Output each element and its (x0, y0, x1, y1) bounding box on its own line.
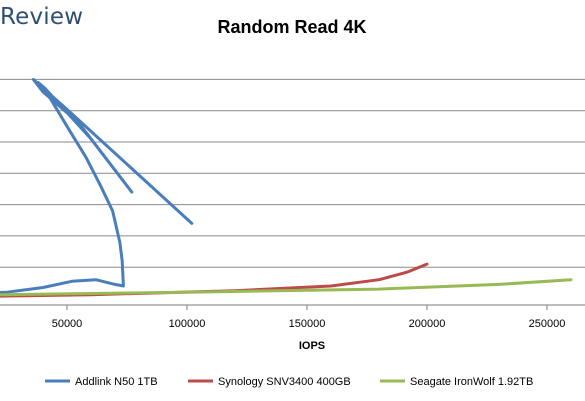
x-tick-label: 250000 (529, 318, 566, 330)
x-tick-label: 100000 (169, 318, 206, 330)
x-tick-labels: 50000 100000 150000 200000 250000 (52, 305, 566, 330)
series-line (0, 278, 573, 297)
x-tick-label: 200000 (409, 318, 446, 330)
chart-title: Random Read 4K (217, 17, 366, 37)
site-brand-logo: Review (0, 4, 84, 30)
legend-label: Seagate IronWolf 1.92TB (410, 376, 533, 388)
x-tick-label: 150000 (289, 318, 326, 330)
y-gridlines (0, 78, 585, 268)
legend: Addlink N50 1TB Synology SNV3400 400GB Sea… (45, 376, 533, 388)
legend-label: Addlink N50 1TB (75, 376, 158, 388)
series-line (0, 77, 194, 295)
x-tick-label: 50000 (52, 318, 83, 330)
legend-label: Synology SNV3400 400GB (218, 376, 351, 388)
x-axis-label: IOPS (299, 340, 325, 352)
series-layer (0, 77, 573, 298)
